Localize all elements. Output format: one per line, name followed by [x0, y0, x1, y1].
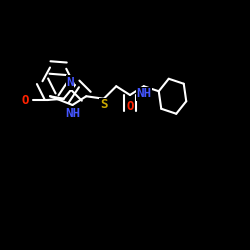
Text: NH: NH	[65, 107, 80, 120]
Text: O: O	[126, 100, 134, 113]
Text: NH: NH	[136, 87, 151, 100]
Text: N: N	[66, 76, 74, 89]
Text: O: O	[21, 94, 29, 106]
Text: S: S	[100, 98, 108, 112]
